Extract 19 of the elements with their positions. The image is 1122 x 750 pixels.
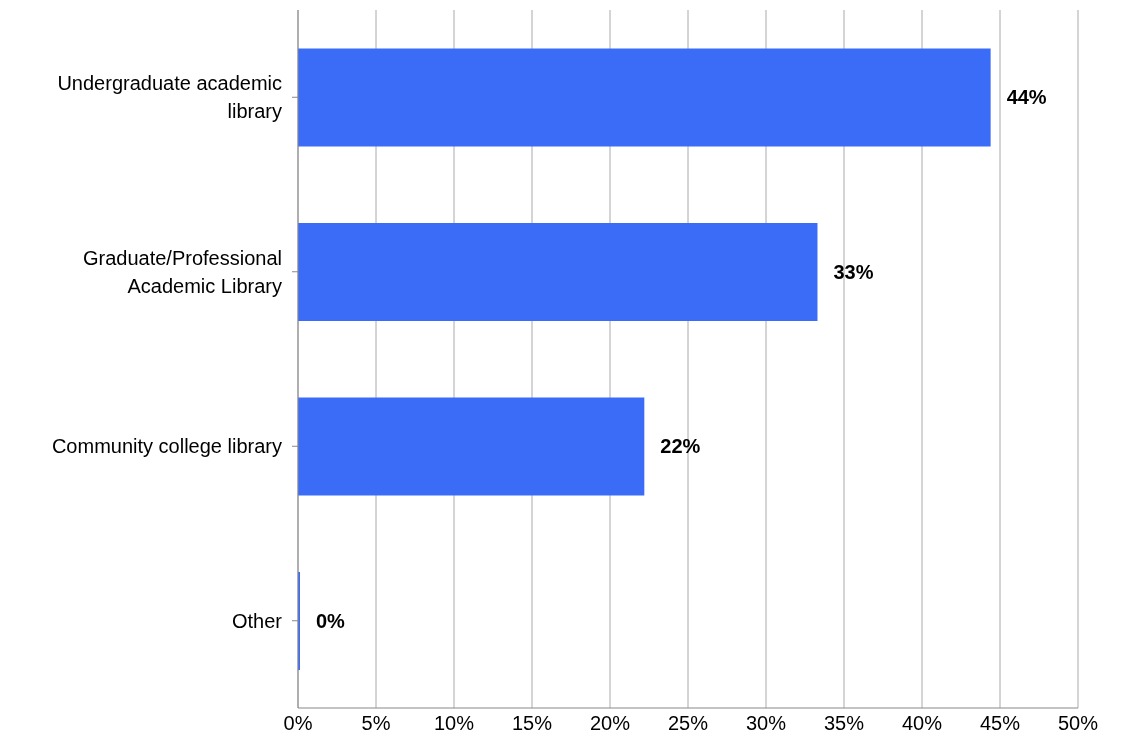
y-tick-label: Graduate/Professional Academic Library [82,246,282,297]
x-tick-label: 20% [589,712,631,735]
x-tick-label: 45% [979,712,1021,735]
x-tick-label: 25% [667,712,709,735]
x-tick-label: 10% [433,712,475,735]
y-tick-label: Community college library [51,435,282,458]
y-tick-label: Other [231,609,283,632]
data-label: 22% [660,435,701,458]
data-label: 33% [833,260,874,283]
data-label: 0% [316,609,346,632]
y-tick-label: Undergraduate academic library [57,72,282,123]
x-tick-label: 40% [901,712,943,735]
x-tick-label: 0% [283,712,313,735]
x-tick-label: 35% [823,712,865,735]
x-tick-label: 15% [511,712,553,735]
x-tick-label: 30% [745,712,787,735]
data-label: 44% [1006,86,1047,109]
x-tick-label: 50% [1057,712,1099,735]
x-tick-label: 5% [361,712,391,735]
